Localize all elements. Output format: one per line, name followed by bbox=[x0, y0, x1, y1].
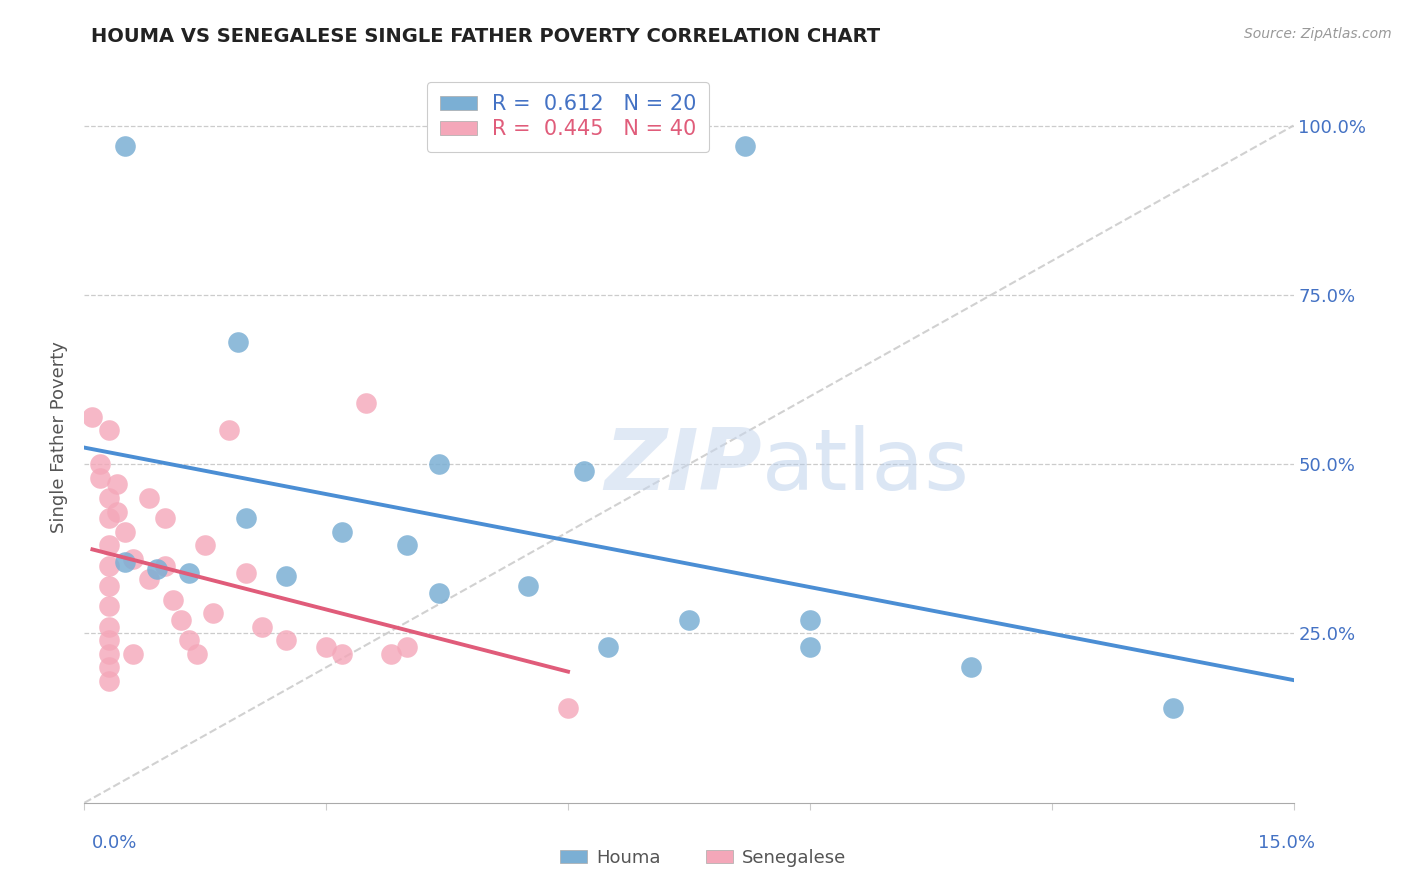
Point bbox=[97, 423, 120, 437]
Text: atlas: atlas bbox=[762, 425, 970, 508]
Point bbox=[274, 569, 297, 583]
Point bbox=[138, 491, 160, 505]
Point bbox=[734, 139, 756, 153]
Point bbox=[598, 640, 620, 654]
Point bbox=[97, 673, 120, 688]
Point bbox=[427, 586, 450, 600]
Point bbox=[274, 633, 297, 648]
Point bbox=[516, 579, 538, 593]
Point bbox=[226, 335, 249, 350]
Point bbox=[572, 464, 595, 478]
Point bbox=[799, 640, 821, 654]
Point bbox=[179, 566, 201, 580]
Point bbox=[678, 613, 700, 627]
Point bbox=[89, 471, 111, 485]
Point bbox=[799, 613, 821, 627]
Point bbox=[202, 606, 225, 620]
Text: 0.0%: 0.0% bbox=[91, 834, 136, 852]
Point bbox=[1161, 701, 1184, 715]
Point bbox=[250, 620, 273, 634]
Point bbox=[97, 647, 120, 661]
Point bbox=[162, 592, 184, 607]
Point bbox=[179, 633, 201, 648]
Point bbox=[82, 409, 104, 424]
Point bbox=[114, 524, 136, 539]
Legend: Houma, Senegalese: Houma, Senegalese bbox=[553, 842, 853, 874]
Point bbox=[170, 613, 193, 627]
Point bbox=[97, 558, 120, 573]
Point bbox=[138, 572, 160, 586]
Point bbox=[97, 511, 120, 525]
Point bbox=[330, 524, 353, 539]
Point bbox=[146, 562, 169, 576]
Point bbox=[356, 396, 378, 410]
Text: 15.0%: 15.0% bbox=[1257, 834, 1315, 852]
Point bbox=[960, 660, 983, 674]
Point bbox=[121, 647, 143, 661]
Point bbox=[235, 511, 257, 525]
Point bbox=[153, 558, 176, 573]
Point bbox=[557, 701, 579, 715]
Point bbox=[395, 640, 418, 654]
Y-axis label: Single Father Poverty: Single Father Poverty bbox=[51, 341, 69, 533]
Point bbox=[105, 505, 128, 519]
Point bbox=[97, 579, 120, 593]
Point bbox=[315, 640, 337, 654]
Point bbox=[330, 647, 353, 661]
Point bbox=[380, 647, 402, 661]
Point bbox=[153, 511, 176, 525]
Point bbox=[97, 538, 120, 552]
Point bbox=[97, 620, 120, 634]
Text: HOUMA VS SENEGALESE SINGLE FATHER POVERTY CORRELATION CHART: HOUMA VS SENEGALESE SINGLE FATHER POVERT… bbox=[91, 27, 880, 45]
Point bbox=[194, 538, 217, 552]
Text: ZIP: ZIP bbox=[603, 425, 762, 508]
Point bbox=[97, 491, 120, 505]
Point bbox=[105, 477, 128, 491]
Text: Source: ZipAtlas.com: Source: ZipAtlas.com bbox=[1244, 27, 1392, 41]
Point bbox=[121, 552, 143, 566]
Point bbox=[427, 457, 450, 471]
Point bbox=[218, 423, 240, 437]
Point bbox=[186, 647, 208, 661]
Point bbox=[97, 633, 120, 648]
Point bbox=[114, 555, 136, 569]
Point bbox=[395, 538, 418, 552]
Point bbox=[235, 566, 257, 580]
Point bbox=[114, 139, 136, 153]
Point bbox=[97, 599, 120, 614]
Point bbox=[97, 660, 120, 674]
Point bbox=[89, 457, 111, 471]
Legend: R =  0.612   N = 20, R =  0.445   N = 40: R = 0.612 N = 20, R = 0.445 N = 40 bbox=[427, 82, 709, 152]
